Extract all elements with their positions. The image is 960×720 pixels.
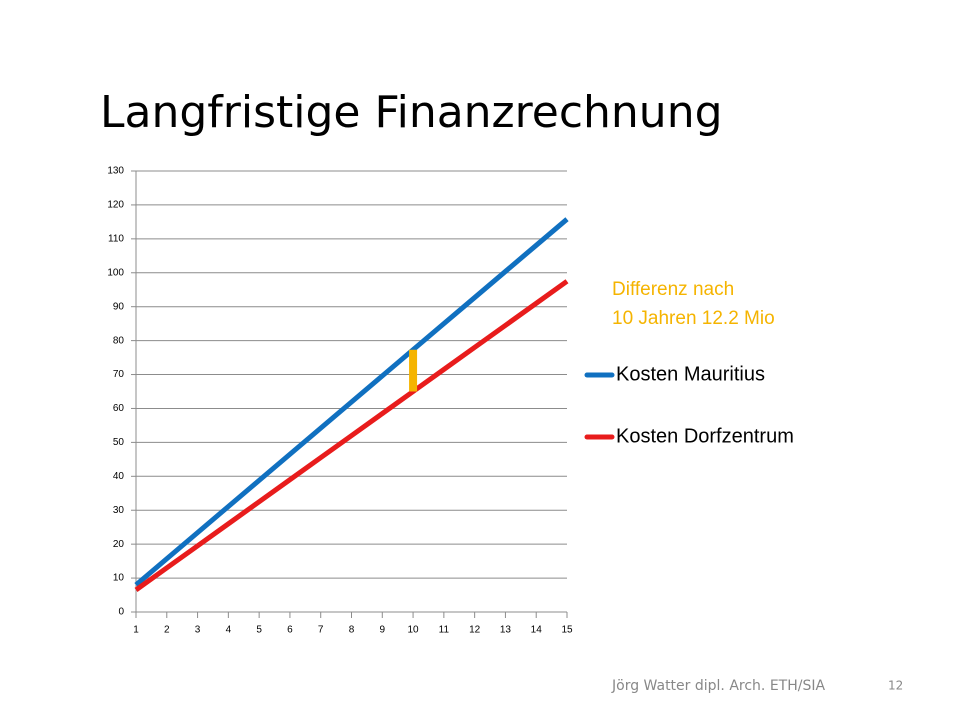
x-tick-label: 7 [318,625,324,636]
y-tick-label: 10 [113,573,125,584]
y-tick-label: 40 [113,471,125,482]
y-tick-label: 80 [113,335,125,346]
page-number: 12 [888,679,903,693]
x-tick-label: 3 [195,625,201,636]
y-tick-label: 30 [113,505,125,516]
x-tick-label: 6 [287,625,293,636]
y-tick-label: 70 [113,369,125,380]
y-tick-label: 20 [113,539,125,550]
series-line [134,279,569,592]
x-tick-label: 2 [164,625,170,636]
x-tick-label: 11 [439,625,450,636]
x-tick-label: 8 [349,625,355,636]
legend-label: Kosten Dorfzentrum [616,425,794,447]
y-tick-label: 90 [113,301,125,312]
annotation: Differenz nach [612,279,734,300]
y-tick-label: 60 [113,403,125,414]
slide-title: Langfristige Finanzrechnung [100,87,723,138]
x-tick-label: 4 [226,625,232,636]
y-tick-label: 120 [107,200,124,211]
series-line [134,217,569,587]
annotation: 10 Jahren 12.2 Mio [612,308,775,329]
footer-author: Jörg Watter dipl. Arch. ETH/SIA [611,678,825,694]
y-tick-label: 50 [113,437,125,448]
legend-label: Kosten Mauritius [616,363,765,385]
y-tick-label: 130 [107,166,124,177]
x-tick-label: 9 [380,625,386,636]
y-tick-label: 0 [118,607,124,618]
x-tick-label: 1 [133,625,139,636]
x-tick-label: 12 [469,625,481,636]
x-tick-label: 15 [561,625,573,636]
x-tick-label: 5 [256,625,262,636]
y-tick-label: 110 [108,233,124,244]
difference-bar [409,349,418,392]
x-tick-label: 14 [531,625,543,636]
y-tick-label: 100 [107,267,124,278]
x-tick-label: 13 [500,625,512,636]
x-tick-label: 10 [408,625,420,636]
